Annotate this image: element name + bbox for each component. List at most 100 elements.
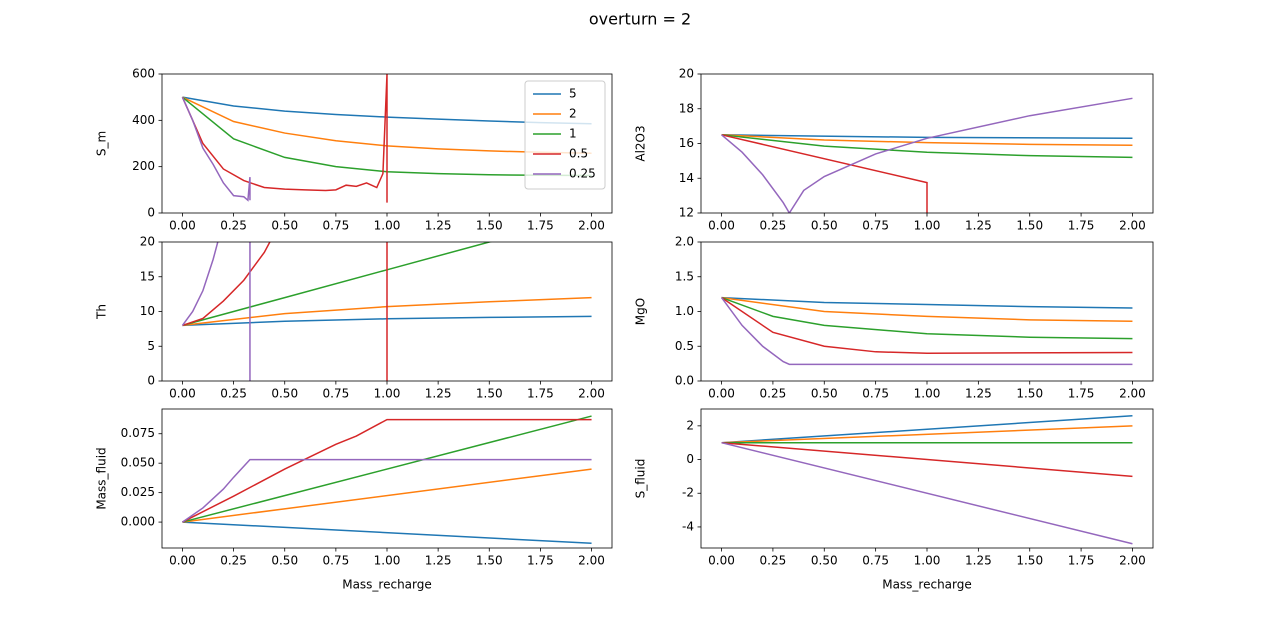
y-tick-label: 15 [140,269,155,283]
x-tick-label: 1.25 [965,554,992,568]
plot-area [721,414,1133,545]
y-tick-label: 10 [140,304,155,318]
line-series [721,441,1133,478]
x-tick-label: 1.50 [1016,554,1043,568]
x-tick-label: 0.75 [323,554,350,568]
line-series [721,134,928,213]
y-axis-label: Al2O3 [634,125,648,161]
y-tick-label: 0.025 [121,485,155,499]
x-tick-label: 0.50 [811,219,838,233]
x-tick-label: 2.00 [578,219,605,233]
y-tick-label: 200 [132,159,155,173]
x-tick-label: 1.25 [965,387,992,401]
x-tick-label: 0.75 [862,219,889,233]
y-tick-label: 0 [147,374,155,388]
x-tick-label: 1.50 [1016,219,1043,233]
y-tick-label: 600 [132,67,155,81]
y-tick-label: 16 [679,136,694,150]
line-series [720,297,1133,366]
y-tick-label: 2.0 [675,235,694,249]
x-tick-label: 0.50 [271,387,298,401]
x-tick-label: 2.00 [1119,554,1146,568]
y-axis-label: Mass_fluid [95,447,109,509]
legend-label: 0.25 [569,167,596,181]
x-tick-label: 1.25 [425,554,452,568]
x-tick-label: 0.50 [271,554,298,568]
line-series [721,97,1133,213]
y-axis-label: S_m [95,131,109,156]
line-series [721,414,1133,444]
line-series [721,296,1133,309]
plot-area [182,415,592,545]
y-tick-label: 400 [132,113,155,127]
line-series [721,134,1133,140]
y-axis-label: S_fluid [634,459,648,499]
y-axis-label: MgO [634,298,648,325]
x-tick-label: 1.25 [425,387,452,401]
x-tick-label: 2.00 [1119,219,1146,233]
line-series [182,242,388,381]
y-tick-label: 1.5 [675,269,694,283]
line-series [721,441,1133,545]
y-tick-label: 0.075 [121,426,155,440]
x-tick-label: 0.50 [811,554,838,568]
line-series [182,521,592,545]
line-series [181,96,251,202]
line-series [182,415,592,523]
plot-area [721,97,1133,213]
x-tick-label: 0.75 [323,219,350,233]
axes-frame [700,241,1154,382]
x-tick-label: 1.50 [476,387,503,401]
x-tick-label: 1.75 [1068,554,1095,568]
legend-label: 2 [569,107,577,121]
x-tick-label: 1.50 [476,219,503,233]
x-tick-label: 0.25 [760,387,787,401]
legend-label: 5 [569,87,577,101]
x-tick-label: 2.00 [1119,387,1146,401]
y-tick-label: 5 [147,339,155,353]
x-tick-label: 0.00 [708,554,735,568]
x-tick-label: 1.75 [527,554,554,568]
y-axis-label: Th [95,304,109,320]
line-series [182,458,592,523]
x-tick-label: 1.50 [1016,387,1043,401]
x-tick-label: 0.25 [220,554,247,568]
x-tick-label: 1.75 [527,219,554,233]
y-tick-label: 0.0 [675,374,694,388]
x-tick-label: 2.00 [578,554,605,568]
line-series [721,134,1133,146]
line-series [721,296,1133,340]
y-tick-label: 0.050 [121,456,155,470]
line-series [721,296,1133,354]
axes-frame [161,408,613,549]
x-tick-label: 1.50 [476,554,503,568]
x-tick-label: 0.75 [862,554,889,568]
line-series [182,468,592,523]
y-tick-label: 18 [679,101,694,115]
x-tick-label: 1.00 [374,387,401,401]
x-tick-label: 0.00 [169,219,196,233]
line-series [721,425,1133,444]
x-axis-label: Mass_recharge [882,578,972,592]
figure-title: overturn = 2 [589,10,691,29]
line-series [182,418,592,523]
line-series [181,242,251,381]
x-axis-label: Mass_recharge [342,578,432,592]
x-tick-label: 0.25 [760,219,787,233]
x-tick-label: 1.00 [914,387,941,401]
y-tick-label: 12 [679,206,694,220]
line-series [181,74,388,203]
y-tick-label: 20 [140,235,155,249]
x-tick-label: 1.00 [914,554,941,568]
plot-area [181,242,592,381]
x-tick-label: 1.75 [527,387,554,401]
y-tick-label: -4 [682,519,694,533]
x-tick-label: 1.00 [374,554,401,568]
x-tick-label: 0.25 [220,387,247,401]
x-tick-label: 0.75 [323,387,350,401]
y-tick-label: 1.0 [675,304,694,318]
plot-area [720,296,1133,366]
x-tick-label: 1.75 [1068,387,1095,401]
y-tick-label: 14 [679,171,694,185]
